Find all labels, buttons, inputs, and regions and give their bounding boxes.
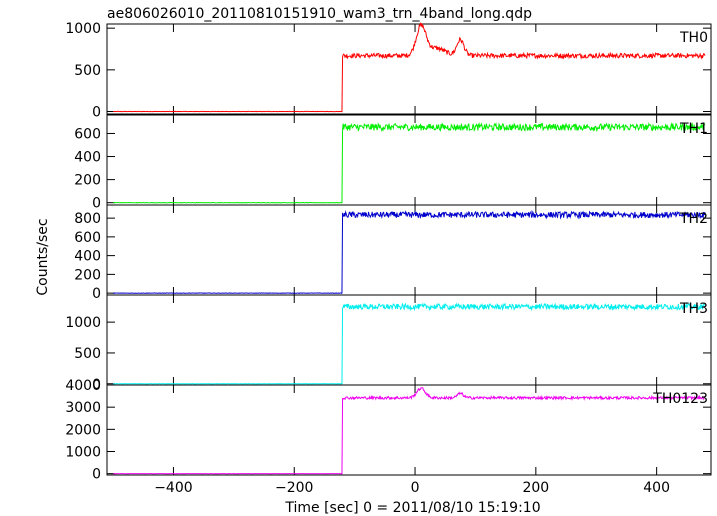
series-line-th2 bbox=[112, 210, 706, 294]
y-tick-label: 600 bbox=[74, 126, 101, 142]
panel-frame-th0123 bbox=[106, 384, 712, 476]
y-tick-label: 0 bbox=[92, 105, 101, 121]
y-tick-label: 600 bbox=[74, 230, 101, 246]
y-tick-label: 500 bbox=[74, 63, 101, 79]
y-tick-label: 0 bbox=[92, 286, 101, 302]
y-tick-label: 200 bbox=[74, 173, 101, 189]
y-tick-label: 4000 bbox=[65, 378, 101, 394]
y-tick-label: 0 bbox=[92, 467, 101, 483]
x-tick-label: −200 bbox=[275, 480, 313, 496]
panel-frame-th0 bbox=[106, 23, 712, 115]
series-label-th0123: TH0123 bbox=[652, 391, 708, 407]
y-tick-label: 500 bbox=[74, 346, 101, 362]
y-tick-label: 800 bbox=[74, 211, 101, 227]
y-tick-label: 1000 bbox=[65, 445, 101, 461]
chart-title: ae806026010_20110810151910_wam3_trn_4ban… bbox=[107, 6, 532, 22]
series-line-th0 bbox=[112, 21, 706, 113]
x-axis-title: Time [sec] 0 = 2011/08/10 15:19:10 bbox=[284, 500, 540, 516]
y-tick-label: 2000 bbox=[65, 422, 101, 438]
x-tick-label: 0 bbox=[411, 480, 420, 496]
y-axis-title: Counts/sec bbox=[35, 218, 51, 295]
panel-frame-th2 bbox=[106, 204, 712, 296]
x-tick-label: 400 bbox=[643, 480, 670, 496]
series-line-th1 bbox=[113, 122, 706, 204]
series-label-th2: TH2 bbox=[679, 211, 708, 227]
y-tick-label: 1000 bbox=[65, 21, 101, 37]
y-tick-label: 200 bbox=[74, 267, 101, 283]
series-line-th3 bbox=[113, 302, 705, 385]
panels-group: 0 500 1000 TH0 0 200 400 600 TH1 0 200 400 600 800 TH2… bbox=[65, 21, 712, 496]
y-tick-label: 0 bbox=[92, 196, 101, 212]
y-tick-label: 400 bbox=[74, 150, 101, 166]
series-line-th0123 bbox=[113, 387, 706, 475]
y-tick-label: 1000 bbox=[65, 315, 101, 331]
y-tick-label: 400 bbox=[74, 249, 101, 265]
series-label-th0: TH0 bbox=[679, 30, 708, 46]
x-tick-label: 200 bbox=[522, 480, 549, 496]
y-tick-label: 0 bbox=[92, 377, 101, 393]
x-tick-label: −400 bbox=[154, 480, 192, 496]
y-tick-label: 3000 bbox=[65, 400, 101, 416]
series-label-th3: TH3 bbox=[679, 301, 708, 317]
series-label-th1: TH1 bbox=[679, 121, 708, 137]
